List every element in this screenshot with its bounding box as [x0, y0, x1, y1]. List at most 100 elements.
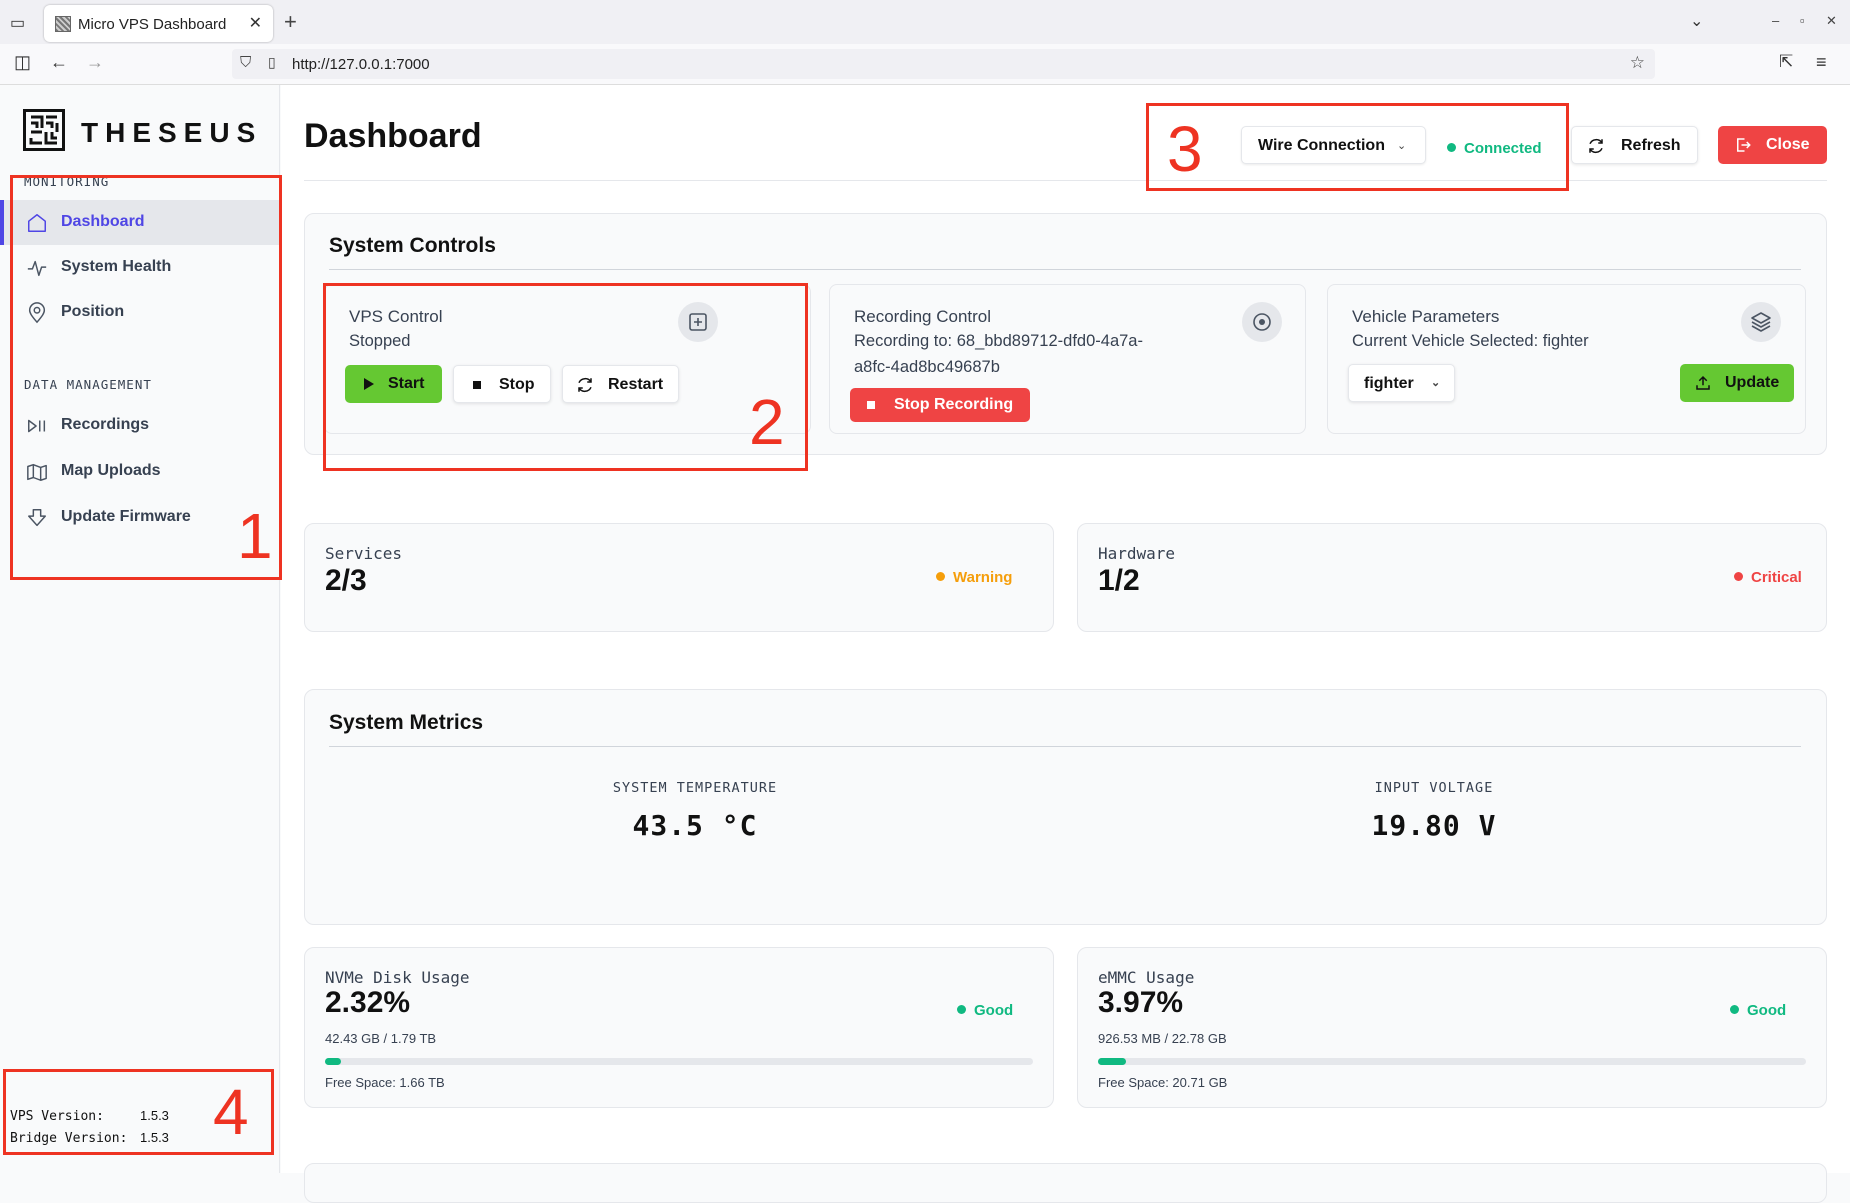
download-icon — [28, 509, 46, 527]
hardware-status-text: Critical — [1751, 569, 1802, 586]
stop-square-icon — [473, 381, 481, 389]
input-voltage-value: 19.80 V — [1371, 809, 1497, 842]
url-text[interactable]: http://127.0.0.1:7000 — [292, 56, 430, 73]
status-dot — [936, 572, 945, 581]
vps-control-card: VPS Control Stopped Start Stop Restart — [324, 284, 811, 434]
connection-select[interactable]: Wire Connection ⌄ — [1241, 126, 1426, 164]
sidebar-item-label: Map Uploads — [61, 462, 161, 479]
sidebar-item-position[interactable]: Position — [0, 290, 279, 335]
input-voltage-label: INPUT VOLTAGE — [1374, 780, 1494, 796]
vehicle-select-value: fighter — [1364, 375, 1414, 392]
system-metrics-title: System Metrics — [329, 711, 484, 734]
nvme-status-text: Good — [974, 1002, 1014, 1019]
main-content: Dashboard Wire Connection ⌄ Connected Re… — [281, 85, 1850, 1203]
restore-icon[interactable]: ▫ — [1800, 13, 1805, 28]
extensions-icon[interactable]: ⇱ — [1779, 52, 1794, 71]
refresh-icon — [1589, 138, 1603, 154]
emmc-status: Good — [1730, 1002, 1786, 1019]
connection-select-value: Wire Connection — [1258, 137, 1385, 154]
tab-list-icon[interactable]: ▭ — [10, 15, 26, 32]
sidebar-item-label: Dashboard — [61, 213, 145, 230]
annotation-number-2: 2 — [749, 386, 785, 458]
theseus-logo-icon — [23, 109, 65, 151]
emmc-progress-bar — [1098, 1058, 1806, 1065]
sidebar-item-label: Recordings — [61, 416, 150, 433]
services-label: Services — [325, 544, 403, 563]
play-pause-icon — [28, 419, 46, 433]
update-button[interactable]: Update — [1680, 364, 1794, 402]
sidebar-item-update-firmware[interactable]: Update Firmware — [0, 495, 279, 540]
vps-version-label: VPS Version: — [10, 1109, 104, 1124]
status-dot — [957, 1005, 966, 1014]
nvme-status: Good — [957, 1002, 1013, 1019]
annotation-number-4: 4 — [213, 1076, 249, 1148]
system-temperature-label: SYSTEM TEMPERATURE — [612, 780, 778, 796]
start-label: Start — [388, 375, 425, 392]
browser-tab-bar: ▭ Micro VPS Dashboard ✕ + ⌄ – ▫ ✕ — [0, 0, 1850, 44]
stop-button[interactable]: Stop — [453, 365, 551, 403]
brand-name: THESEUS — [81, 117, 263, 148]
emmc-free-space: Free Space: 20.71 GB — [1098, 1075, 1228, 1090]
system-controls-panel: System Controls VPS Control Stopped Star… — [304, 213, 1827, 455]
minimize-icon[interactable]: – — [1772, 13, 1780, 28]
favicon-icon — [55, 16, 71, 32]
system-temperature-value: 43.5 °C — [632, 809, 758, 842]
restart-button[interactable]: Restart — [562, 365, 679, 403]
vps-status-text: Stopped — [349, 332, 411, 350]
map-pin-icon — [28, 302, 46, 324]
back-arrow-icon[interactable]: ← — [50, 52, 68, 72]
layers-icon — [1741, 302, 1781, 342]
connection-status: Connected — [1447, 140, 1542, 157]
current-vehicle-text: Current Vehicle Selected: fighter — [1352, 332, 1589, 350]
browser-nav-bar: ◫ ← → ⛉ ▯ http://127.0.0.1:7000 ☆ ⇱ ≡ — [0, 44, 1850, 85]
forward-arrow-icon[interactable]: → — [86, 52, 104, 72]
next-panel — [304, 1163, 1827, 1203]
sidebar-toggle-icon[interactable]: ◫ — [14, 52, 32, 72]
start-button[interactable]: Start — [345, 365, 442, 403]
sidebar-item-map-uploads[interactable]: Map Uploads — [0, 449, 279, 494]
sidebar-item-system-health[interactable]: System Health — [0, 245, 279, 290]
play-icon — [364, 378, 374, 390]
status-dot — [1734, 572, 1743, 581]
stop-label: Stop — [499, 376, 535, 393]
close-tab-icon[interactable]: ✕ — [248, 15, 262, 32]
shield-icon[interactable]: ⛉ — [240, 54, 252, 71]
browser-tab[interactable]: Micro VPS Dashboard ✕ — [44, 5, 273, 42]
bridge-version-value: 1.5.3 — [140, 1130, 169, 1145]
nvme-label: NVMe Disk Usage — [325, 968, 470, 987]
annotation-box-2 — [323, 283, 808, 471]
stop-recording-button[interactable]: Stop Recording — [850, 388, 1030, 422]
data-management-section-title: DATA MANAGEMENT — [24, 377, 152, 392]
services-value: 2/3 — [325, 564, 367, 597]
hardware-label: Hardware — [1098, 544, 1176, 563]
new-tab-icon[interactable]: + — [284, 9, 297, 34]
emmc-percent: 3.97% — [1098, 986, 1184, 1019]
close-window-icon[interactable]: ✕ — [1826, 13, 1837, 28]
recording-path-line1: Recording to: 68_bbd89712-dfd0-4a7a- — [854, 332, 1143, 350]
hardware-status: Critical — [1734, 569, 1802, 586]
sidebar-item-label: System Health — [61, 258, 172, 275]
menu-icon[interactable]: ≡ — [1816, 52, 1827, 72]
vehicle-select[interactable]: fighter ⌄ — [1348, 364, 1455, 402]
hardware-value: 1/2 — [1098, 564, 1140, 597]
refresh-label: Refresh — [1621, 137, 1681, 154]
header-divider — [304, 180, 1827, 181]
sidebar-item-dashboard[interactable]: Dashboard — [0, 200, 279, 245]
system-controls-title: System Controls — [329, 234, 496, 257]
close-label: Close — [1766, 136, 1810, 153]
update-label: Update — [1725, 374, 1780, 391]
vehicle-parameters-title: Vehicle Parameters — [1352, 307, 1500, 326]
annotation-box-3 — [1146, 103, 1569, 191]
sidebar-item-recordings[interactable]: Recordings — [0, 403, 279, 448]
chevron-down-icon[interactable]: ⌄ — [1690, 13, 1704, 30]
emmc-status-text: Good — [1747, 1002, 1787, 1019]
close-button[interactable]: Close — [1718, 126, 1827, 164]
chevron-down-icon: ⌄ — [1397, 140, 1407, 152]
url-bar[interactable]: ⛉ ▯ http://127.0.0.1:7000 ☆ — [232, 49, 1655, 79]
bookmark-star-icon[interactable]: ☆ — [1629, 53, 1645, 72]
emmc-label: eMMC Usage — [1098, 968, 1195, 987]
home-icon — [28, 214, 46, 232]
hardware-card: Hardware 1/2 Critical — [1077, 523, 1827, 632]
refresh-button[interactable]: Refresh — [1571, 126, 1698, 164]
plus-square-icon — [678, 302, 718, 342]
